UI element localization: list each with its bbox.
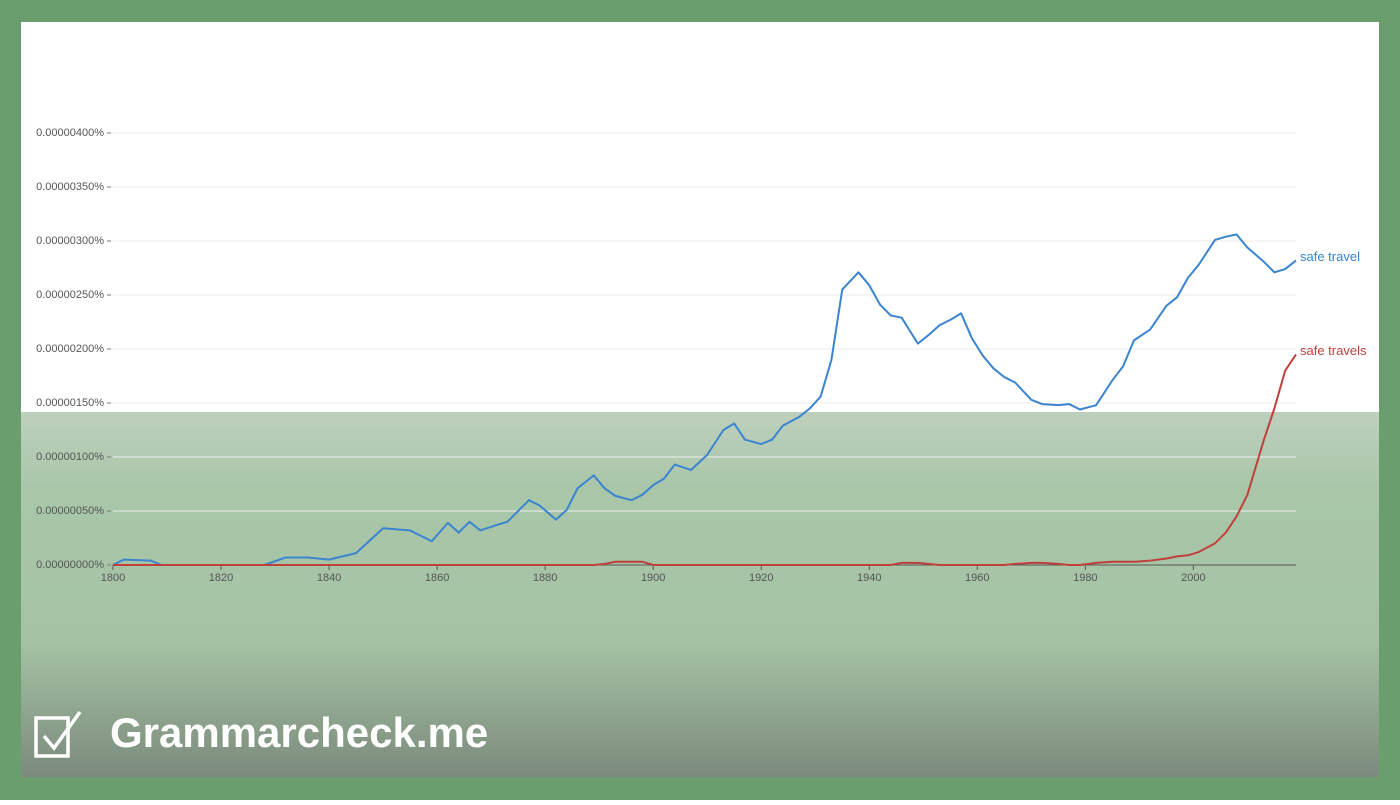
x-tick-label: 1920 bbox=[749, 572, 773, 584]
x-tick-label: 1840 bbox=[317, 572, 341, 584]
y-tick-label: 0.00000100% bbox=[36, 451, 104, 463]
x-tick-label: 1820 bbox=[209, 572, 233, 584]
x-tick-label: 1860 bbox=[425, 572, 449, 584]
y-tick-label: 0.00000050% bbox=[36, 505, 104, 517]
y-tick-label: 0.00000300% bbox=[36, 235, 104, 247]
x-tick-label: 1900 bbox=[641, 572, 665, 584]
y-tick-label: 0.00000200% bbox=[36, 343, 104, 355]
series-label: safe travel bbox=[1300, 249, 1360, 264]
series-line bbox=[113, 353, 1297, 566]
plot: 0.00000000% 0.00000050% 0.00000100% 0.00000… bbox=[36, 127, 1367, 584]
y-tick-label: 0.00000350% bbox=[36, 181, 104, 193]
y-tick-label: 0.00000000% bbox=[36, 559, 104, 571]
y-tick-label: 0.00000250% bbox=[36, 289, 104, 301]
x-tick-label: 1800 bbox=[101, 572, 125, 584]
y-tick-label: 0.00000150% bbox=[36, 397, 104, 409]
x-tick-label: 2000 bbox=[1181, 572, 1205, 584]
series-label: safe travels bbox=[1300, 343, 1367, 358]
x-tick-label: 1940 bbox=[857, 572, 881, 584]
x-tick-label: 1980 bbox=[1073, 572, 1097, 584]
brand-icon bbox=[34, 710, 82, 758]
series-line bbox=[112, 233, 1297, 566]
panel-top bbox=[21, 22, 1379, 412]
x-tick-label: 1960 bbox=[965, 572, 989, 584]
brand-name: Grammarcheck.me bbox=[110, 709, 488, 756]
y-tick-label: 0.00000400% bbox=[36, 127, 104, 139]
x-tick-label: 1880 bbox=[533, 572, 557, 584]
